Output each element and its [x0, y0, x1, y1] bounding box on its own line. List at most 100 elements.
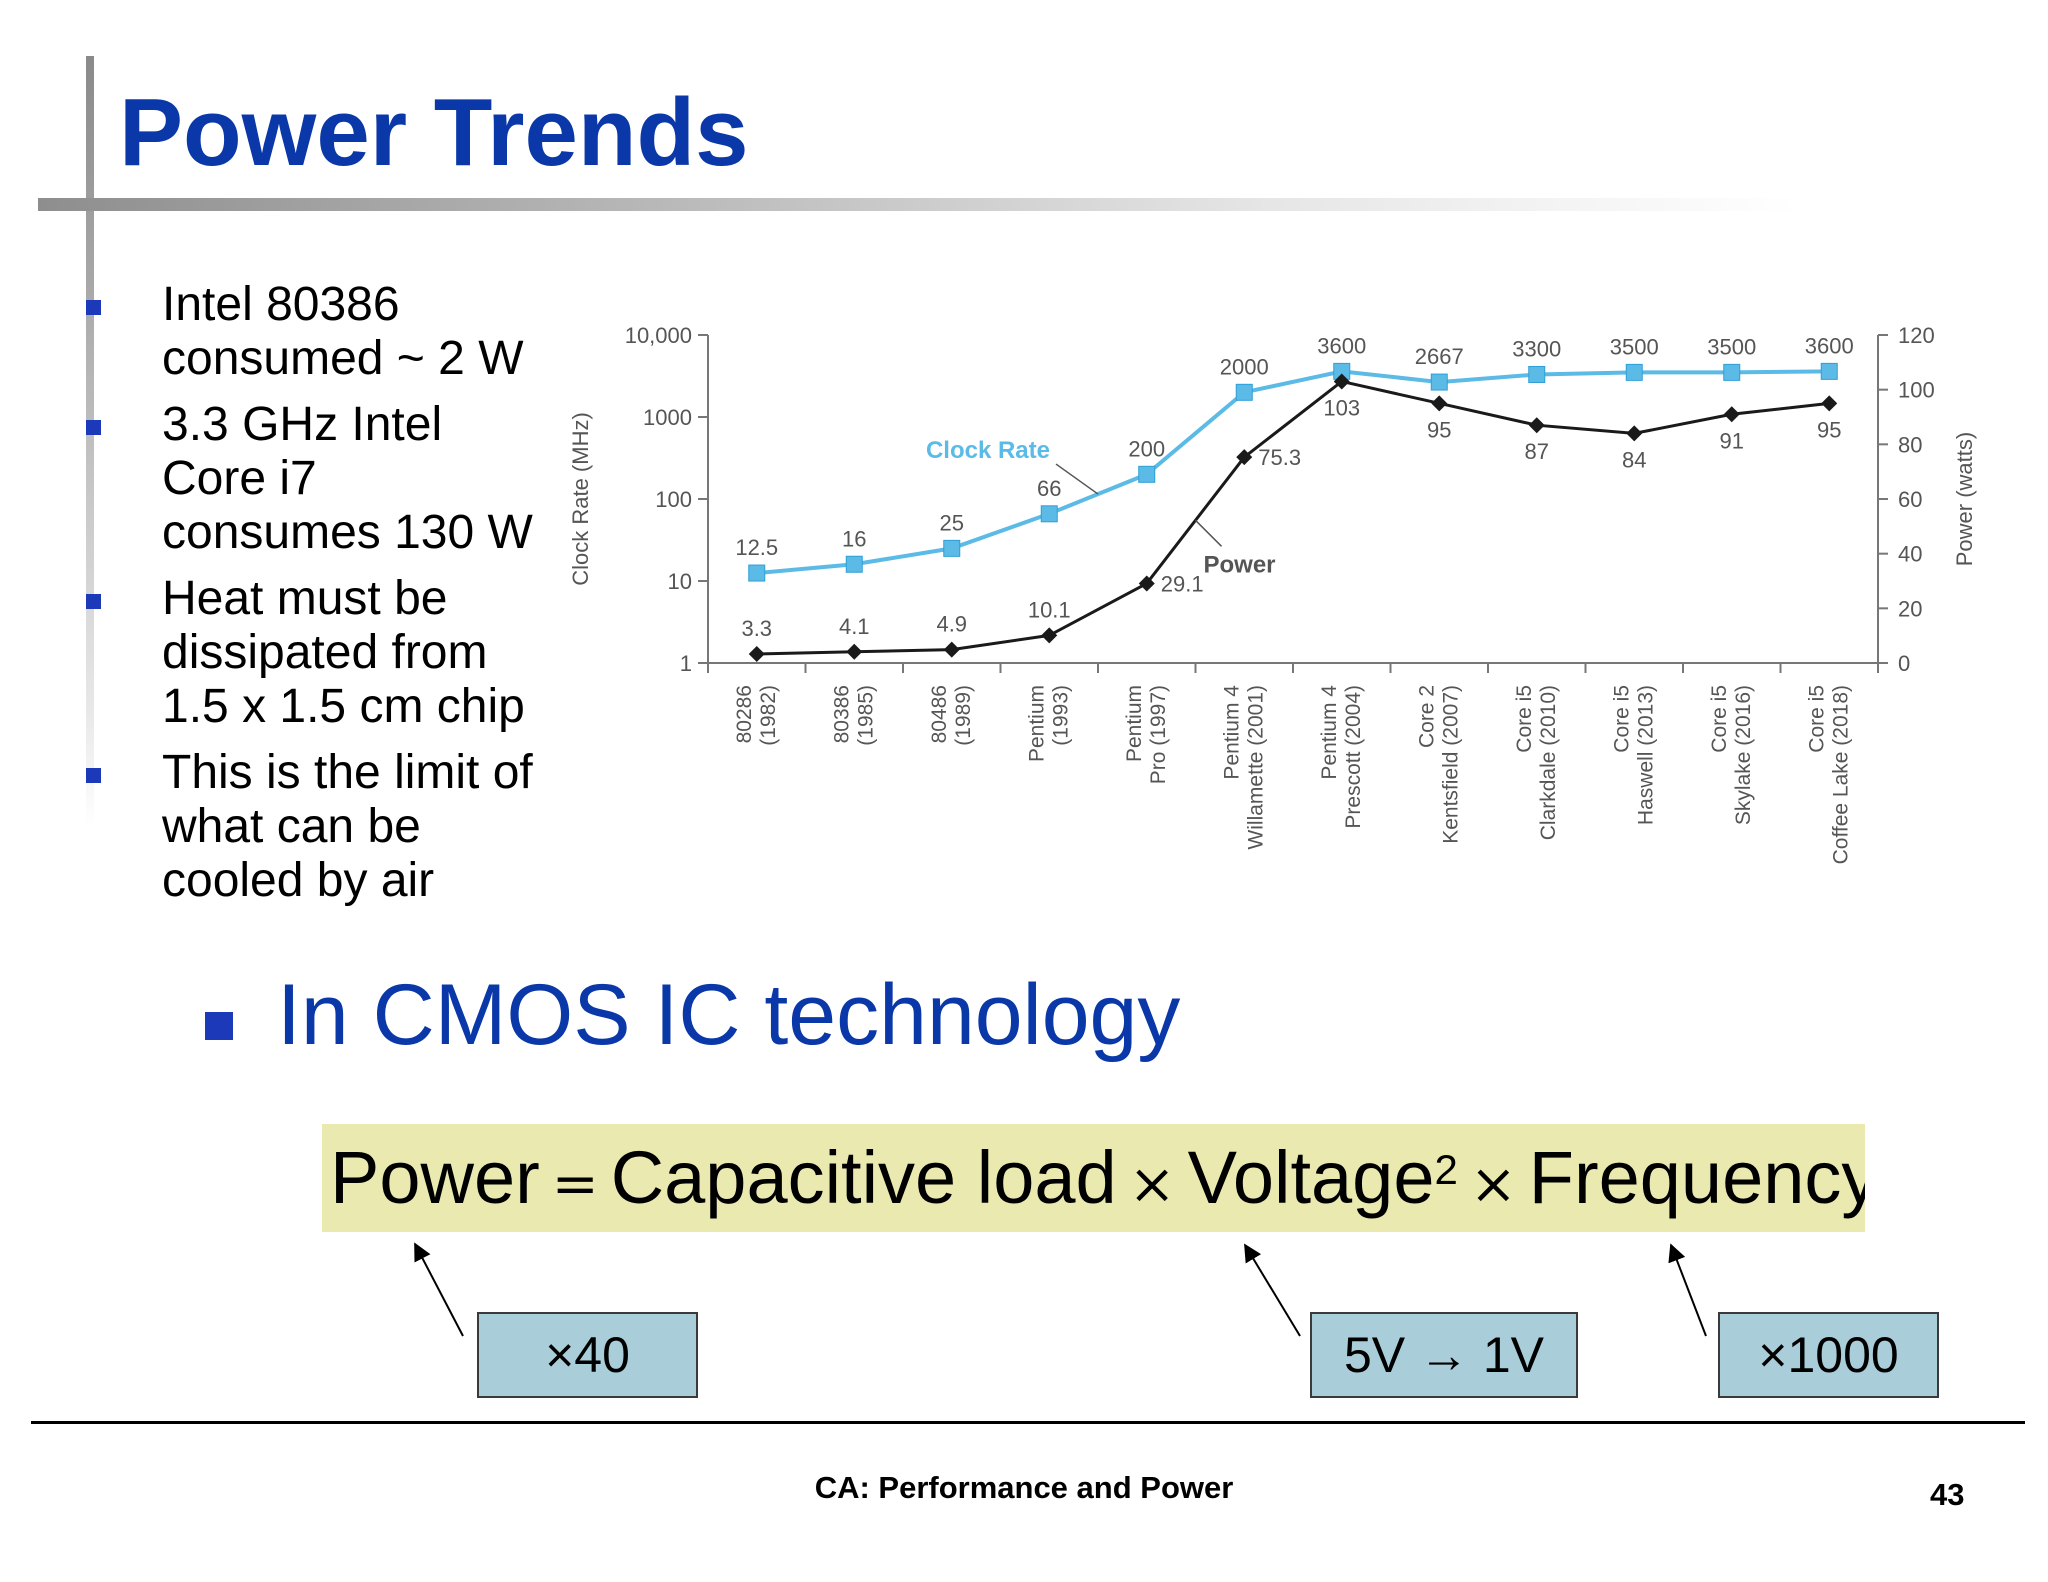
x-category-label: 80286(1982): [733, 685, 780, 746]
bullet-square-icon: [205, 1012, 233, 1040]
clock-rate-data-label: 25: [940, 510, 964, 535]
right-tick-label: 0: [1898, 651, 1910, 676]
left-tick-label: 10: [668, 569, 692, 594]
note-frequency-factor: ×1000: [1718, 1312, 1939, 1398]
clock-rate-marker: [1625, 363, 1643, 381]
x-category-label-line: (1993): [1049, 685, 1072, 746]
clock-rate-marker: [845, 555, 863, 573]
power-series-line: [756, 379, 1830, 656]
x-category-label: Core i5Clarkdale (2010): [1513, 685, 1560, 840]
clock-rate-marker: [1723, 363, 1741, 381]
clock-rate-data-label: 16: [842, 526, 866, 551]
power-data-label: 75.3: [1258, 445, 1301, 470]
power-formula: Power = Capacitive load × Voltage2 × Frequency: [322, 1124, 1865, 1232]
clock-rate-marker: [1820, 362, 1838, 380]
power-data-label: 87: [1525, 439, 1549, 464]
right-tick-label: 100: [1898, 378, 1935, 403]
clock-rate-data-label: 3600: [1805, 333, 1854, 358]
arrow-to-voltage: [1244, 1243, 1301, 1337]
power-marker: [1333, 373, 1350, 390]
bullet-square-icon: [86, 300, 101, 315]
x-category-label-line: Prescott (2004): [1342, 685, 1365, 829]
formula-power: Power: [330, 1136, 540, 1219]
x-category-label-line: 80386: [830, 685, 853, 743]
power-marker: [1626, 425, 1643, 442]
x-category-label-line: Pentium: [1123, 685, 1146, 762]
x-category-label-line: Kentsfield (2007): [1439, 685, 1462, 844]
clock-rate-marker: [1528, 365, 1546, 383]
bullet-item: This is the limit of what can be cooled …: [86, 746, 576, 908]
right-tick-label: 120: [1898, 323, 1935, 348]
power-data-label: 103: [1323, 395, 1360, 420]
formula-times: ×: [1128, 1152, 1176, 1217]
power-trends-chart: 1 10 100 1000 10,000 0 20 40 60 80 100 120 Clock Rat…: [568, 323, 1977, 864]
bullet-text: This is the limit of what can be cooled …: [162, 746, 533, 907]
bullet-text: Heat must be dissipated from 1.5 x 1.5 c…: [162, 572, 525, 733]
x-category-label: Core 2Kentsfield (2007): [1415, 685, 1462, 844]
power-marker: [1528, 417, 1545, 434]
formula-equals: =: [551, 1152, 599, 1217]
x-category-label-line: Skylake (2016): [1732, 685, 1755, 825]
x-category-label-line: (1985): [854, 685, 877, 746]
x-category-label: Pentium 4Willamette (2001): [1220, 685, 1267, 850]
clock-rate-data-label: 3500: [1707, 334, 1756, 359]
power-marker: [1138, 575, 1155, 592]
clock-rate-marker: [1430, 373, 1448, 391]
clock-rate-marker: [748, 564, 766, 582]
power-marker: [1041, 627, 1058, 644]
x-category-label-line: Pentium: [1025, 685, 1048, 762]
clock-rate-marker: [1138, 465, 1156, 483]
right-tick-label: 80: [1898, 432, 1922, 457]
clock-rate-leader-line: [1055, 463, 1099, 495]
power-marker: [1236, 449, 1253, 466]
clock-rate-data-label: 2000: [1220, 354, 1269, 379]
clock-rate-marker: [1235, 383, 1253, 401]
right-tick-label: 20: [1898, 596, 1922, 621]
page-number: 43: [1930, 1477, 1965, 1512]
formula-expression: Power = Capacitive load × Voltage2 × Frequency: [330, 1136, 1865, 1227]
bullet-square-icon: [86, 594, 101, 609]
right-tick-label: 60: [1898, 487, 1922, 512]
clock-rate-series-line: [756, 369, 1830, 576]
formula-voltage: Voltage: [1187, 1136, 1435, 1219]
x-category-label: Core i5Coffee Lake (2018): [1805, 685, 1852, 864]
power-data-label: 4.9: [936, 612, 967, 637]
x-category-label-line: Clarkdale (2010): [1537, 685, 1560, 840]
power-data-label: 91: [1720, 428, 1744, 453]
bullet-square-icon: [86, 768, 101, 783]
bullet-item: Intel 80386 consumed ~ 2 W: [86, 278, 576, 386]
right-tick-label: 40: [1898, 542, 1922, 567]
power-data-label: 95: [1817, 417, 1841, 442]
power-data-label: 84: [1622, 447, 1646, 472]
footer-title: CA: Performance and Power: [814, 1470, 1234, 1505]
formula-exponent: 2: [1434, 1146, 1458, 1193]
x-category-label: Pentium(1993): [1025, 685, 1072, 762]
bullet-text: Intel 80386 consumed ~ 2 W: [162, 278, 524, 385]
power-marker: [1821, 395, 1838, 412]
arrow-to-capacitive-load: [414, 1242, 464, 1337]
formula-frequency: Frequency: [1528, 1136, 1865, 1219]
note-capacitive-factor: ×40: [477, 1312, 698, 1398]
x-category-label-line: Core 2: [1415, 685, 1438, 748]
x-category-label-line: Willamette (2001): [1244, 685, 1267, 850]
right-axis-title: Power (watts): [1952, 432, 1977, 566]
title-vertical-accent: [86, 56, 94, 826]
power-data-label: 3.3: [741, 616, 772, 641]
formula-times: ×: [1469, 1152, 1517, 1217]
power-series-name: Power: [1204, 551, 1276, 578]
bullet-item: Heat must be dissipated from 1.5 x 1.5 c…: [86, 572, 576, 734]
x-category-label-line: Core i5: [1805, 685, 1828, 753]
left-tick-label: 1000: [643, 405, 692, 430]
x-category-label-line: 80486: [928, 685, 951, 743]
power-data-label: 29.1: [1161, 571, 1204, 596]
slide-title: Power Trends: [119, 79, 749, 186]
x-category-label-line: Pentium 4: [1318, 685, 1341, 780]
x-category-label-line: 80286: [733, 685, 756, 743]
left-tick-label: 1: [680, 651, 692, 676]
power-data-label: 4.1: [839, 614, 870, 639]
clock-rate-data-label: 2667: [1415, 344, 1464, 369]
clock-rate-data-label: 200: [1128, 436, 1165, 461]
x-category-label: PentiumPro (1997): [1123, 685, 1170, 784]
x-category-label-line: Pentium 4: [1220, 685, 1243, 780]
clock-rate-data-label: 3300: [1512, 336, 1561, 361]
